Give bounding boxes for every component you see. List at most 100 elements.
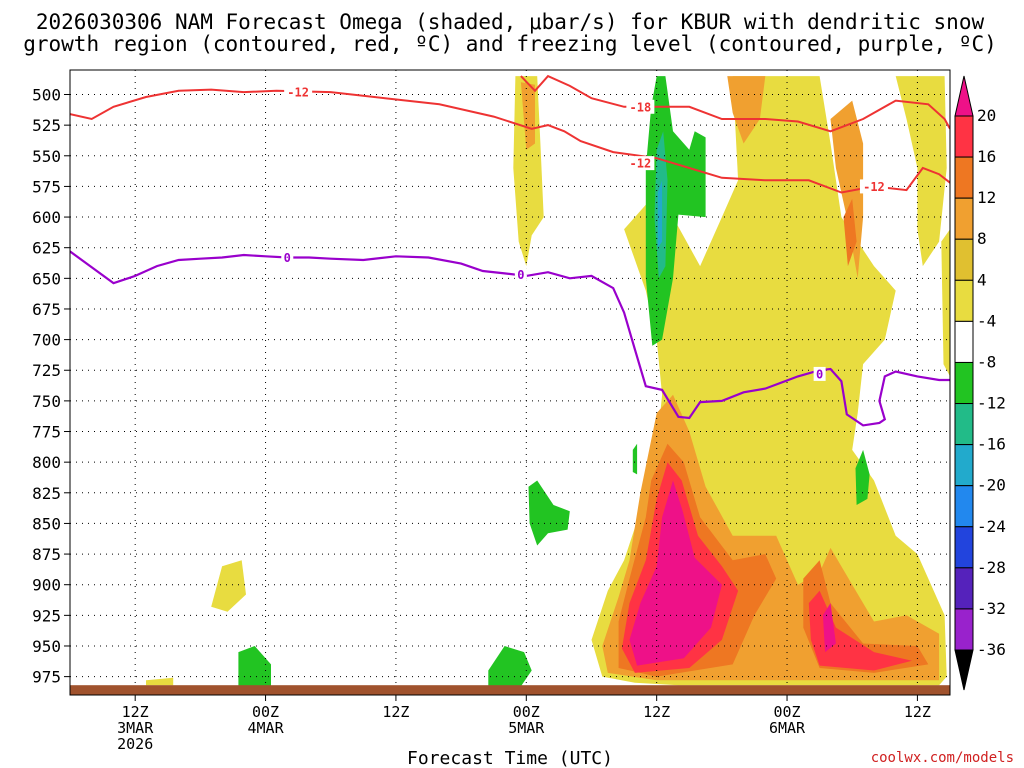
colorbar-bin-6 xyxy=(954,320,974,363)
contour-label-5: 0 xyxy=(517,268,524,282)
omega-region-12 xyxy=(843,198,857,267)
y-tick-label-650: 650 xyxy=(32,269,61,288)
colorbar-label-8: 8 xyxy=(977,229,987,248)
x-tick-label-84-0: 12Z xyxy=(904,703,931,721)
omega-region-5 xyxy=(146,677,174,686)
contour-label-bg-3 xyxy=(859,179,888,194)
colorbar-label--8: -8 xyxy=(977,352,996,371)
colorbar-bin-12 xyxy=(954,567,974,610)
omega-region-21 xyxy=(238,646,271,687)
colorbar-label--24: -24 xyxy=(977,517,1006,536)
colorbar-label--28: -28 xyxy=(977,558,1006,577)
y-tick-label-550: 550 xyxy=(32,147,61,166)
y-tick-label-850: 850 xyxy=(32,514,61,533)
y-tick-label-950: 950 xyxy=(32,637,61,656)
dgz-contour--12-0 xyxy=(70,88,950,194)
colorbar-bin-bottom-triangle xyxy=(954,649,974,691)
colorbar-bin-9 xyxy=(954,444,974,487)
colorbar-label--16: -16 xyxy=(977,435,1006,454)
contour-label-bg-0 xyxy=(284,85,313,100)
plot-frame xyxy=(69,69,951,696)
omega-region-9 xyxy=(520,82,535,150)
plot-area: -12 -18 -12 -12 0 0 0 xyxy=(70,70,950,695)
contour-label-6: 0 xyxy=(816,367,823,381)
contour-label-bg-4 xyxy=(281,250,294,265)
y-tick-label-700: 700 xyxy=(32,331,61,350)
colorbar-bin-11 xyxy=(954,526,974,569)
omega-region-24 xyxy=(657,180,663,248)
omega-region-0 xyxy=(513,76,544,267)
colorbar-label--20: -20 xyxy=(977,476,1006,495)
y-tick-label-975: 975 xyxy=(32,668,61,687)
colorbar-bin-top-triangle xyxy=(954,75,974,117)
y-tick-label-500: 500 xyxy=(32,86,61,105)
y-tick-label-925: 925 xyxy=(32,606,61,625)
y-tick-label-575: 575 xyxy=(32,177,61,196)
colorbar-label-20: 20 xyxy=(977,106,996,125)
omega-region-22 xyxy=(632,443,638,475)
omega-region-19 xyxy=(528,480,570,546)
y-tick-label-525: 525 xyxy=(32,116,61,135)
x-tick-label-72-0: 00Z xyxy=(773,703,800,721)
terrain-ground xyxy=(70,685,950,695)
colorbar-bin-2 xyxy=(954,156,974,199)
y-tick-label-900: 900 xyxy=(32,576,61,595)
x-tick-label-12-2: 2026 xyxy=(117,735,153,753)
colorbar-label--36: -36 xyxy=(977,640,1006,659)
colorbar-label--12: -12 xyxy=(977,394,1006,413)
y-tick-label-600: 600 xyxy=(32,208,61,227)
omega-region-4 xyxy=(211,560,246,612)
colorbar-bin-7 xyxy=(954,361,974,405)
contour-label-bg-6 xyxy=(813,366,826,381)
colorbar-label-4: 4 xyxy=(977,270,987,289)
y-tick-label-675: 675 xyxy=(32,300,61,319)
omega-region-6 xyxy=(727,76,766,144)
contour-label-4: 0 xyxy=(284,251,291,265)
chart-title-line-1: 2026030306 NAM Forecast Omega (shaded, μ… xyxy=(36,10,985,34)
x-tick-label-12-1: 3MAR xyxy=(117,719,154,737)
omega-region-20 xyxy=(488,646,532,687)
x-tick-label-12-0: 12Z xyxy=(122,703,149,721)
colorbar-bin-10 xyxy=(954,485,974,528)
colorbar-bin-5 xyxy=(954,279,974,322)
x-axis-label: Forecast Time (UTC) xyxy=(407,748,613,768)
colorbar-bin-3 xyxy=(954,197,974,240)
y-tick-label-625: 625 xyxy=(32,239,61,258)
contour-label-3: -12 xyxy=(863,180,885,194)
x-tick-label-48-0: 00Z xyxy=(513,703,540,721)
credit-text: coolwx.com/models xyxy=(871,750,1014,766)
contour-label-bg-2 xyxy=(626,156,655,171)
omega-region-3 xyxy=(941,229,950,377)
colorbar-label--4: -4 xyxy=(977,311,996,330)
x-tick-label-72-1: 6MAR xyxy=(769,719,806,737)
contour-label-bg-5 xyxy=(514,267,527,282)
y-tick-label-750: 750 xyxy=(32,392,61,411)
x-tick-label-60-0: 12Z xyxy=(643,703,670,721)
colorbar-bin-1 xyxy=(954,115,974,158)
colorbar: 20 16 12 8 4 -4 -8 -12 -16 -20 -24 -28 -32 -36 xyxy=(954,75,1006,691)
freezing-level-contour xyxy=(70,250,950,427)
dgz-contour--18-1 xyxy=(520,74,950,133)
colorbar-label-12: 12 xyxy=(977,188,996,207)
omega-region-15 xyxy=(629,480,722,666)
colorbar-bin-13 xyxy=(954,608,974,651)
omega-region-18 xyxy=(855,449,870,505)
omega-region-14 xyxy=(808,590,912,671)
y-tick-label-775: 775 xyxy=(32,423,61,442)
x-tick-label-24-1: 4MAR xyxy=(247,719,284,737)
y-tick-label-825: 825 xyxy=(32,484,61,503)
x-tick-label-36-0: 12Z xyxy=(382,703,409,721)
contour-label-1: -18 xyxy=(630,100,652,114)
contour-label-0: -12 xyxy=(287,86,309,100)
x-tick-label-48-1: 5MAR xyxy=(508,719,545,737)
colorbar-label--32: -32 xyxy=(977,599,1006,618)
colorbar-label-16: 16 xyxy=(977,147,996,166)
chart-title-line-2: growth region (contoured, red, ºC) and f… xyxy=(23,32,997,56)
contour-label-bg-1 xyxy=(626,99,655,114)
x-tick-label-24-0: 00Z xyxy=(252,703,279,721)
y-tick-label-800: 800 xyxy=(32,453,61,472)
y-tick-label-875: 875 xyxy=(32,545,61,564)
contour-label-2: -12 xyxy=(630,157,652,171)
